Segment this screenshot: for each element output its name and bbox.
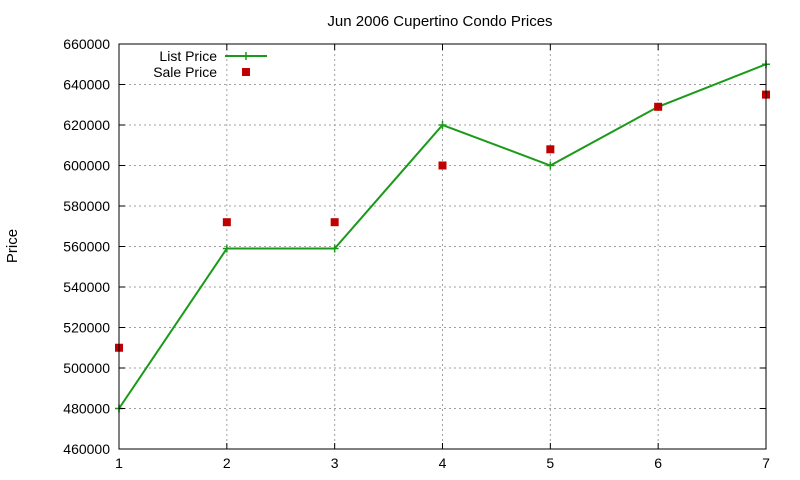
sale-price-point xyxy=(330,218,339,227)
legend: List Price Sale Price xyxy=(153,48,267,80)
sale-price-point xyxy=(654,102,663,111)
plot-area xyxy=(115,60,770,413)
sale-price-point xyxy=(546,145,555,154)
sale-price-point xyxy=(438,161,447,170)
list-price-point xyxy=(330,244,339,253)
y-tick-label: 520000 xyxy=(63,320,110,336)
y-tick-label: 600000 xyxy=(63,158,110,174)
y-tick-label: 580000 xyxy=(63,198,110,214)
y-tick-label: 460000 xyxy=(63,441,110,457)
y-axis-label: Price xyxy=(4,229,21,263)
y-tick-label: 660000 xyxy=(63,36,110,52)
x-tick-label: 5 xyxy=(546,455,554,471)
list-price-point xyxy=(222,244,231,253)
x-tick-label: 2 xyxy=(223,455,231,471)
list-price-point xyxy=(546,161,555,170)
grid-lines xyxy=(119,44,766,449)
axis-ticks: 1 2 3 4 5 6 7 460000 480000 500000 520000 540000 560… xyxy=(63,36,770,471)
y-tick-label: 620000 xyxy=(63,117,110,133)
x-tick-label: 4 xyxy=(439,455,447,471)
chart-title: Jun 2006 Cupertino Condo Prices xyxy=(327,13,552,30)
legend-label-sale-price: Sale Price xyxy=(153,64,217,80)
x-tick-label: 1 xyxy=(115,455,123,471)
legend-label-list-price: List Price xyxy=(159,48,217,64)
x-tick-label: 7 xyxy=(762,455,770,471)
y-tick-label: 500000 xyxy=(63,360,110,376)
list-price-point xyxy=(438,121,447,129)
sale-price-point xyxy=(222,218,231,227)
x-tick-label: 6 xyxy=(654,455,662,471)
y-tick-label: 480000 xyxy=(63,401,110,417)
x-tick-label: 3 xyxy=(331,455,339,471)
y-tick-label: 540000 xyxy=(63,279,110,295)
legend-sample-sale-price xyxy=(242,68,250,76)
y-tick-label: 560000 xyxy=(63,239,110,255)
y-tick-label: 640000 xyxy=(63,77,110,93)
